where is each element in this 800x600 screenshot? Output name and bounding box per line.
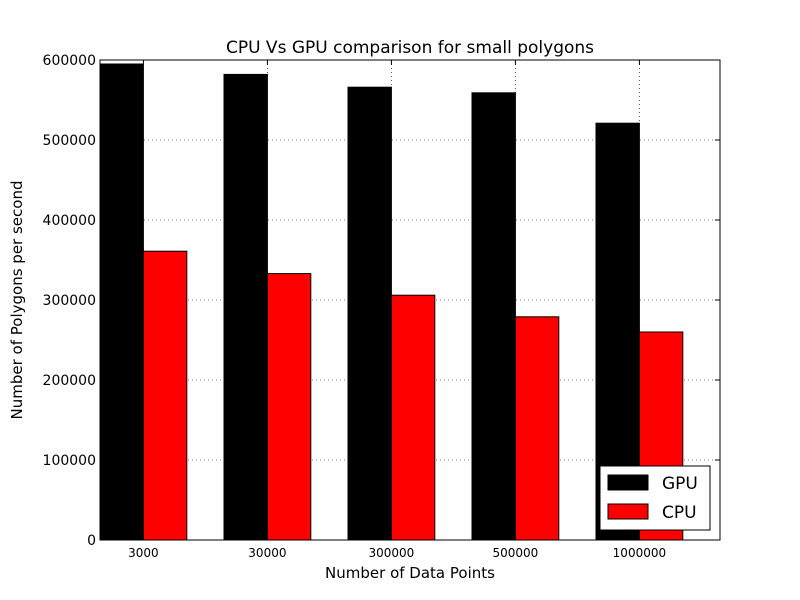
x-tick-label: 1000000 [613, 546, 666, 560]
legend-label-cpu: CPU [662, 503, 697, 523]
x-tick-label: 300000 [368, 546, 414, 560]
y-tick-label: 500000 [43, 133, 96, 149]
y-tick-label: 0 [87, 533, 96, 549]
legend-swatch-gpu [607, 474, 649, 491]
bar-cpu-30000 [266, 273, 312, 541]
legend-label-gpu: GPU [662, 474, 698, 494]
bar-gpu-3000 [99, 63, 144, 541]
bar-gpu-30000 [223, 73, 268, 541]
y-tick-label: 100000 [43, 453, 96, 469]
bar-gpu-500000 [471, 92, 516, 541]
legend: GPU CPU [599, 465, 711, 531]
chart-title: CPU Vs GPU comparison for small polygons [226, 38, 594, 58]
bars [99, 63, 684, 541]
x-tick-label: 500000 [492, 546, 538, 560]
legend-swatch-cpu [607, 503, 649, 520]
bar-cpu-500000 [514, 316, 560, 541]
y-tick-label: 200000 [43, 373, 96, 389]
y-axis-label: Number of Polygons per second [8, 181, 26, 420]
x-tick-label: 3000 [128, 546, 159, 560]
y-tick-label: 300000 [43, 293, 96, 309]
x-tick-label: 30000 [248, 546, 286, 560]
y-tick-label: 400000 [43, 213, 96, 229]
bar-cpu-300000 [390, 294, 436, 541]
y-axis: 0 100000 200000 300000 400000 500000 600000 [43, 53, 720, 549]
x-axis: 3000 30000 300000 500000 1000000 [128, 60, 666, 560]
bar-gpu-300000 [347, 86, 392, 541]
plot-area: 0 100000 200000 300000 400000 500000 600000 30… [43, 53, 721, 560]
y-tick-label: 600000 [43, 53, 96, 69]
bar-cpu-3000 [142, 250, 188, 541]
x-axis-label: Number of Data Points [325, 564, 495, 582]
